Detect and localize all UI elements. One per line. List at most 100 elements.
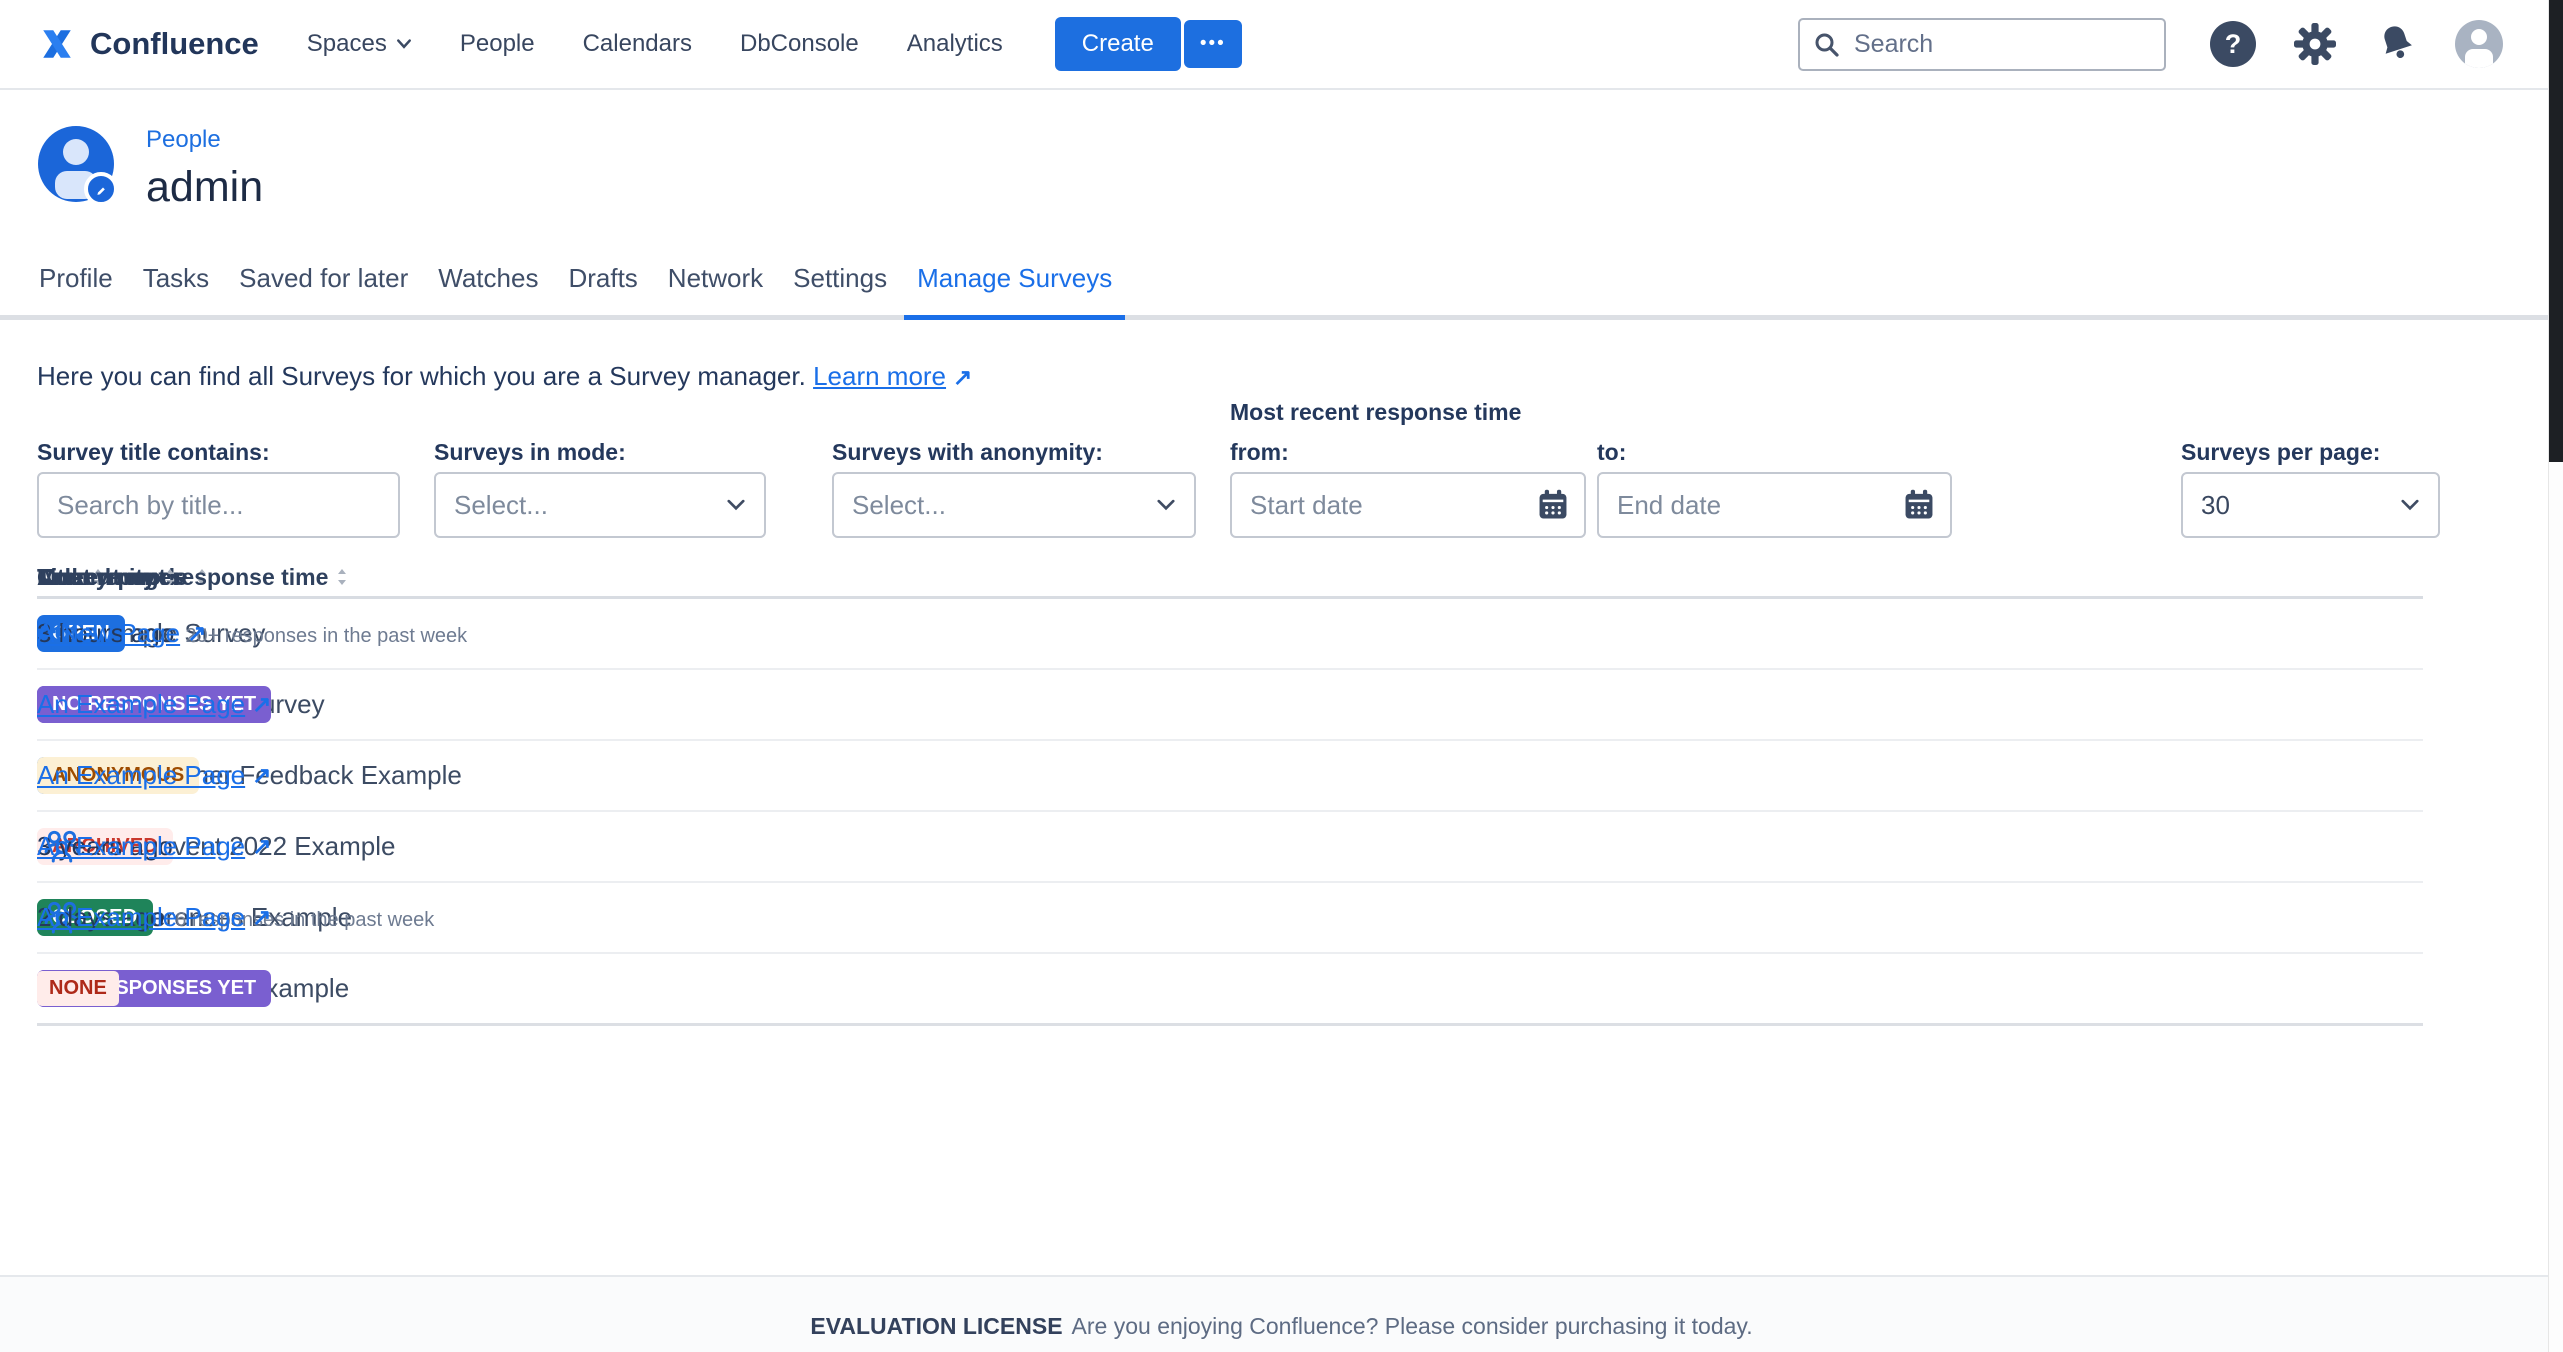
external-link-arrow-icon: ↗	[252, 762, 272, 788]
linked-pages-cell: An Example Page ↗	[37, 741, 271, 810]
linked-page-link[interactable]: An Example Page	[37, 760, 246, 790]
surveys-table: Title Current mode Anonymity Most recent…	[37, 558, 2423, 1026]
tab-profile[interactable]: Profile	[24, 263, 128, 315]
linked-pages-cell: An Example Page ↗	[37, 812, 271, 881]
linked-page-link[interactable]: An Example Page	[37, 831, 246, 861]
search-icon	[1812, 30, 1842, 65]
edit-avatar-pencil-icon[interactable]	[84, 172, 118, 206]
per-page-select[interactable]: 30	[2181, 472, 2440, 538]
brand-name: Confluence	[90, 26, 259, 61]
tab-tasks[interactable]: Tasks	[128, 263, 224, 315]
anonymity-filter-select[interactable]: Select...	[832, 472, 1196, 538]
external-link-arrow-icon: ↗	[252, 833, 272, 859]
create-more-button[interactable]: •••	[1183, 20, 1242, 68]
mode-filter-label: Surveys in mode:	[434, 439, 626, 465]
gear-icon[interactable]	[2291, 20, 2339, 68]
column-header-title[interactable]: Title	[37, 558, 105, 596]
from-date-input[interactable]	[1230, 472, 1586, 538]
response-time-cell: 2 days ago 6 responses in the past week	[37, 883, 434, 952]
tab-watches[interactable]: Watches	[423, 263, 553, 315]
linked-page-link[interactable]: A New Page	[37, 618, 181, 648]
nav-item-label: Analytics	[906, 30, 1003, 57]
table-row: Food Preferences Example CLOSED 2 day	[37, 883, 2423, 954]
help-icon[interactable]: ?	[2210, 21, 2256, 67]
profile-tabs: Profile Tasks Saved for later Watches Dr…	[0, 240, 2563, 320]
chevron-down-icon	[726, 498, 746, 512]
tab-settings[interactable]: Settings	[778, 263, 902, 315]
calendar-icon[interactable]	[1900, 486, 1938, 529]
breadcrumb-people[interactable]: People	[146, 126, 221, 153]
column-header-response-time[interactable]: Most recent response time	[37, 558, 349, 596]
license-footer: EVALUATION LICENSE Are you enjoying Conf…	[0, 1275, 2563, 1352]
response-time-cell: ANONYMOUS	[37, 741, 200, 810]
group-icon	[41, 613, 83, 655]
mode-select-value: Select...	[454, 489, 548, 520]
linked-pages-cell: An Example Page ↗	[37, 670, 271, 739]
confluence-logo[interactable]: Confluence	[37, 24, 259, 64]
nav-item-label: Calendars	[582, 30, 692, 57]
avatar-head	[2471, 29, 2487, 45]
sort-icon	[163, 567, 177, 587]
per-page-label: Surveys per page:	[2181, 439, 2381, 465]
scrollbar-thumb[interactable]	[2549, 0, 2563, 462]
calendar-icon[interactable]	[1534, 486, 1572, 529]
nav-item-spaces[interactable]: Spaces	[307, 30, 412, 58]
column-header-current-mode[interactable]: Current mode	[37, 558, 209, 596]
to-date-input[interactable]	[1597, 472, 1952, 538]
table-row: Another Example Survey DRAFT NO RESPONS	[37, 670, 2423, 741]
tab-drafts[interactable]: Drafts	[553, 263, 652, 315]
vertical-scrollbar[interactable]	[2548, 0, 2563, 1352]
title-filter-input[interactable]	[37, 472, 400, 538]
search-input[interactable]	[1798, 17, 2166, 71]
table-body: An Example Survey OPEN 3 hours ago	[37, 599, 2423, 1026]
license-label: EVALUATION LICENSE	[810, 1313, 1063, 1339]
tab-saved-for-later[interactable]: Saved for later	[224, 263, 423, 315]
response-time-text: 3 hours ago 20+ responses in the past we…	[37, 618, 468, 648]
group-icon	[41, 826, 83, 868]
tab-label: Profile	[39, 263, 113, 293]
response-time-group-label: Most recent response time	[1230, 399, 1522, 425]
tab-label: Settings	[793, 263, 888, 293]
create-button[interactable]: Create	[1054, 17, 1181, 71]
linked-page-link[interactable]: An Example Page	[37, 689, 246, 719]
tab-label: Watches	[438, 263, 539, 293]
survey-filters: Most recent response time Survey title c…	[37, 392, 2526, 544]
anonymity-filter-label: Surveys with anonymity:	[832, 439, 1103, 465]
top-navbar: Confluence Spaces People Calendars DbCon…	[0, 0, 2563, 90]
tab-label: Drafts	[568, 263, 638, 293]
sort-icon	[91, 567, 105, 587]
linked-page-link[interactable]: An Example Page	[37, 902, 246, 932]
profile-header: People admin	[0, 90, 2563, 240]
intro-text: Here you can find all Surveys for which …	[0, 320, 2563, 392]
column-header-linked-pages: Linked pages	[37, 563, 184, 590]
linked-pages-cell: A New Page ↗	[37, 599, 206, 668]
table-row: An Example Survey OPEN 3 hours ago	[37, 599, 2423, 670]
anonymity-cell	[37, 883, 83, 952]
external-link-arrow-icon: ↗	[187, 620, 207, 646]
external-link-arrow-icon: ↗	[252, 904, 272, 930]
nav-item-calendars[interactable]: Calendars	[583, 30, 692, 58]
chevron-down-icon	[396, 38, 412, 50]
intro-sentence: Here you can find all Surveys for which …	[37, 361, 806, 391]
chevron-down-icon	[1156, 498, 1176, 512]
tab-manage-surveys[interactable]: Manage Surveys	[902, 263, 1127, 320]
response-status-badge: NO RESPONSES YET	[37, 686, 272, 723]
table-row: Company Dinner Feedback Example OPEN AN	[37, 741, 2423, 812]
mode-filter-select[interactable]: Select...	[434, 472, 766, 538]
nav-item-people[interactable]: People	[460, 30, 535, 58]
column-header-anonymity[interactable]: Anonymity	[37, 558, 177, 596]
response-time-cell: NO RESPONSES YET	[37, 670, 272, 739]
profile-avatar[interactable]	[38, 126, 118, 206]
response-time-text: 2 days ago 6 responses in the past week	[37, 902, 435, 932]
license-message: Are you enjoying Confluence? Please cons…	[1071, 1313, 1753, 1339]
tab-network[interactable]: Network	[653, 263, 778, 315]
search-box	[1798, 17, 2166, 71]
avatar-body	[2465, 49, 2493, 68]
nav-item-analytics[interactable]: Analytics	[907, 30, 1003, 58]
notifications-bell-icon[interactable]	[2374, 21, 2420, 67]
nav-item-dbconsole[interactable]: DbConsole	[740, 30, 859, 58]
learn-more-link[interactable]: Learn more	[813, 361, 947, 391]
tab-label: Network	[667, 263, 764, 293]
anonymity-select-value: Select...	[852, 489, 946, 520]
user-avatar[interactable]	[2455, 20, 2503, 68]
